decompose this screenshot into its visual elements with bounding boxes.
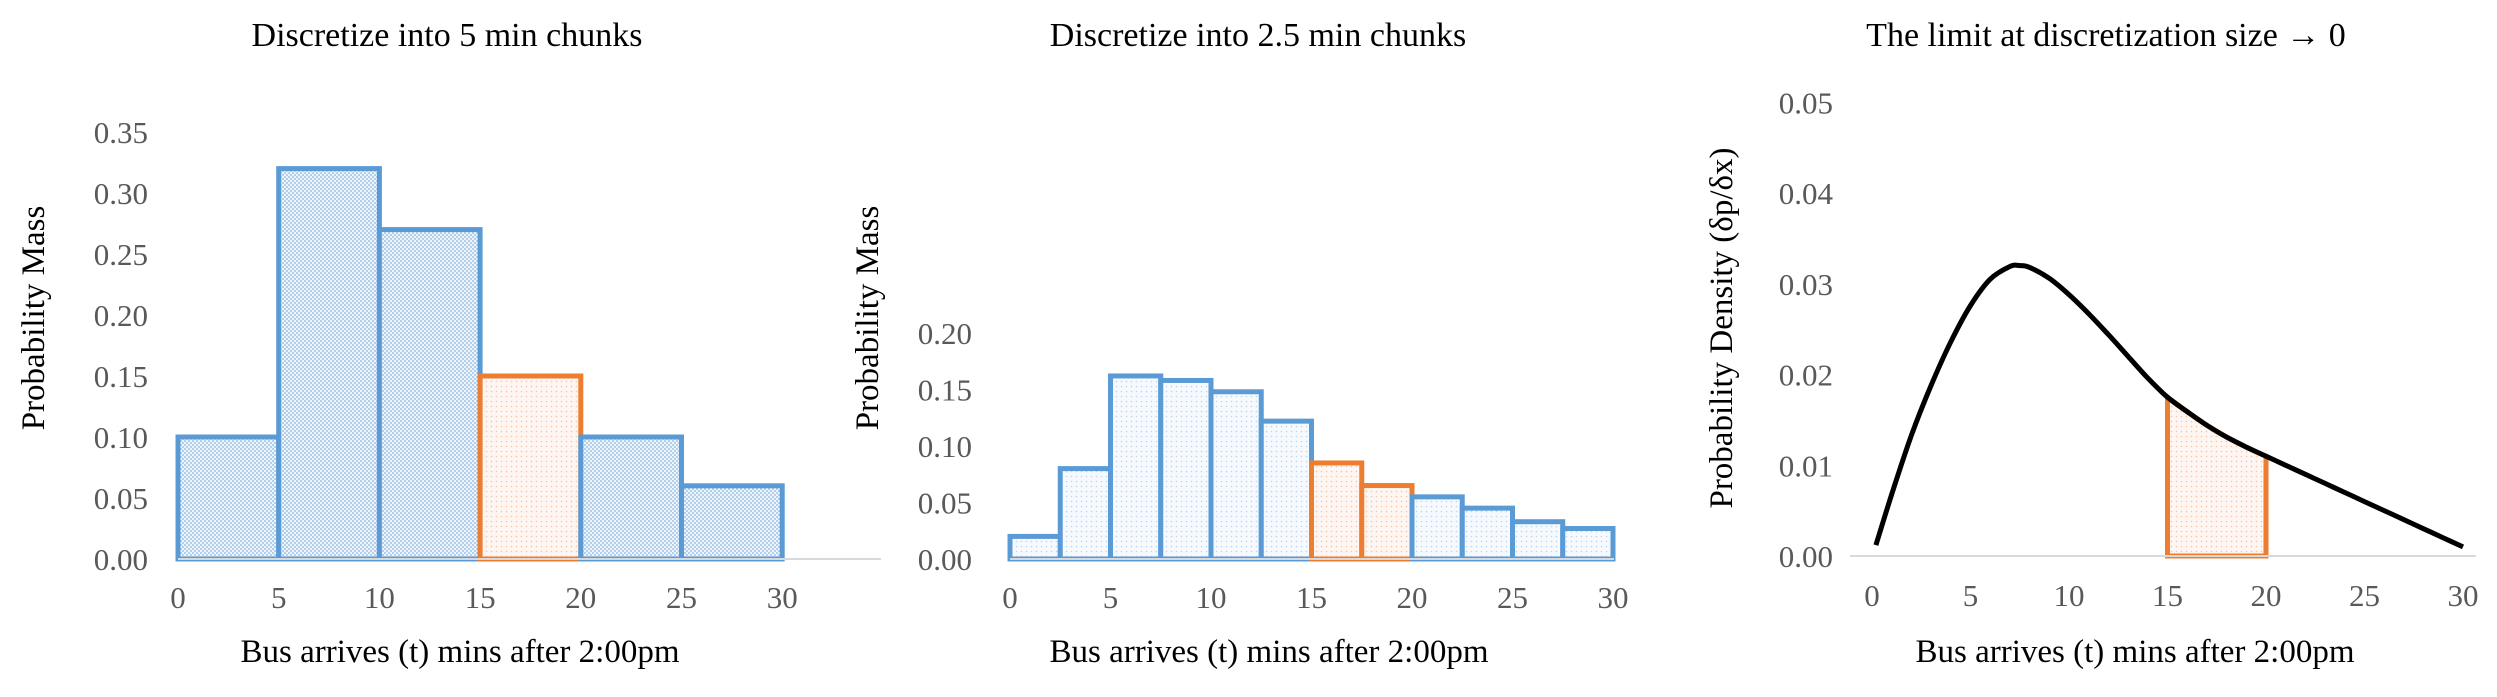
chart-2-ytick: 0.00 (918, 542, 972, 577)
chart-2-ytick: 0.15 (918, 373, 972, 408)
chart-1-ytick: 0.05 (94, 481, 148, 516)
chart-2-xtick: 30 (1598, 580, 1629, 615)
chart-3-ytick: 0.00 (1779, 539, 1833, 574)
chart-2-bars (1007, 373, 1616, 562)
chart-panel-3: The limit at discretization size → 0 0 5 1… (1704, 17, 2479, 670)
chart-1-xtick: 10 (364, 580, 395, 615)
chart-2-ylabel: Probability Mass (850, 206, 886, 431)
chart-2-bar-2 (1108, 373, 1164, 562)
chart-3-ticks: 0 5 10 15 20 25 30 0.00 0.01 0.02 0.03 0.04 0.05 (1779, 85, 2479, 613)
chart-1-xtick: 15 (465, 580, 496, 615)
chart-1-bars (175, 166, 785, 562)
chart-3-xlabel: Bus arrives (t) mins after 2:00pm (1916, 634, 2355, 670)
chart-3-plot (1873, 262, 2465, 559)
chart-2-bar-6 (1309, 460, 1365, 562)
chart-1-title: Discretize into 5 min chunks (252, 17, 643, 54)
chart-2-bar-3 (1158, 377, 1214, 562)
chart-1-bar-1 (276, 166, 382, 562)
chart-2-xtick: 15 (1296, 580, 1327, 615)
chart-1-ytick: 0.30 (94, 176, 148, 211)
chart-1-bar-3 (477, 373, 584, 562)
chart-1-ticks: 0 5 10 15 20 25 30 0.00 0.05 0.10 0.15 0.20 0.25 0.30… (94, 115, 798, 615)
chart-2-bar-8 (1409, 494, 1465, 562)
chart-1-xtick: 25 (666, 580, 697, 615)
chart-1-xtick: 5 (271, 580, 287, 615)
chart-1-bar-0 (175, 434, 282, 562)
chart-3-density-curve (1873, 262, 2465, 550)
chart-3-xtick: 30 (2448, 578, 2479, 613)
chart-3-ytick: 0.01 (1779, 448, 1833, 483)
chart-2-bar-9 (1459, 505, 1515, 562)
chart-2-ytick: 0.20 (918, 316, 972, 351)
chart-2-title: Discretize into 2.5 min chunks (1050, 17, 1466, 54)
chart-2-xtick: 25 (1497, 580, 1528, 615)
chart-1-xtick: 30 (767, 580, 798, 615)
chart-2-ticks: 0 5 10 15 20 25 30 0.00 0.05 0.10 0.15 0.20 (918, 316, 1629, 615)
chart-3-ytick: 0.02 (1779, 358, 1833, 393)
chart-1-ytick: 0.10 (94, 420, 148, 455)
chart-3-ytick: 0.05 (1779, 85, 1833, 120)
chart-1-xtick: 0 (170, 580, 186, 615)
chart-2-xtick: 20 (1397, 580, 1428, 615)
chart-3-xtick: 25 (2349, 578, 2380, 613)
chart-2-bar-7 (1359, 483, 1415, 562)
chart-2-bar-11 (1560, 525, 1616, 562)
chart-3-xtick: 0 (1864, 578, 1880, 613)
chart-2-bar-5 (1258, 418, 1314, 562)
chart-1-ylabel: Probability Mass (16, 206, 52, 431)
chart-1-ytick: 0.15 (94, 359, 148, 394)
chart-2-ytick: 0.05 (918, 486, 972, 521)
chart-3-xtick: 20 (2251, 578, 2282, 613)
chart-3-shaded-area (2165, 392, 2269, 559)
chart-1-bar-2 (376, 227, 483, 562)
chart-1-ytick: 0.00 (94, 542, 148, 577)
chart-1-bar-5 (679, 483, 785, 562)
chart-1-ytick: 0.35 (94, 115, 148, 150)
chart-3-xtick: 5 (1963, 578, 1979, 613)
chart-2-xtick: 0 (1002, 580, 1018, 615)
chart-2-xtick: 10 (1196, 580, 1227, 615)
chart-1-ytick: 0.20 (94, 298, 148, 333)
chart-2-bar-1 (1057, 466, 1113, 562)
chart-3-ylabel: Probability Density (δp/δx) (1704, 147, 1740, 508)
chart-1-xtick: 20 (565, 580, 596, 615)
chart-panel-1: Discretize into 5 min chunks 0 5 10 15 20 25 3… (16, 17, 881, 670)
chart-panel-2: Discretize into 2.5 min chunks 0 5 10 15 20 2… (850, 17, 1629, 670)
chart-1-bar-4 (578, 434, 684, 562)
chart-1-xlabel: Bus arrives (t) mins after 2:00pm (241, 634, 680, 670)
chart-2-bar-10 (1510, 519, 1566, 562)
chart-3-xtick: 15 (2152, 578, 2183, 613)
chart-3-ytick: 0.04 (1779, 176, 1834, 211)
chart-3-title: The limit at discretization size → 0 (1866, 17, 2346, 54)
chart-2-bar-0 (1007, 533, 1063, 562)
chart-2-ytick: 0.10 (918, 429, 972, 464)
chart-2-bar-4 (1208, 389, 1264, 562)
chart-1-ytick: 0.25 (94, 237, 148, 272)
chart-2-xlabel: Bus arrives (t) mins after 2:00pm (1050, 634, 1489, 670)
chart-3-xtick: 10 (2054, 578, 2085, 613)
chart-3-ytick: 0.03 (1779, 267, 1833, 302)
chart-2-xtick: 5 (1103, 580, 1119, 615)
